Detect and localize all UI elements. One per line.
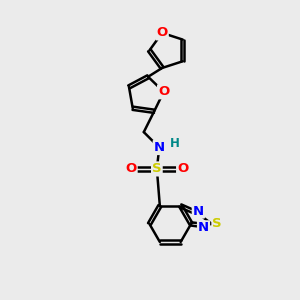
Text: O: O — [157, 26, 168, 39]
Text: O: O — [158, 85, 169, 98]
Text: N: N — [198, 221, 209, 234]
Text: N: N — [154, 141, 165, 154]
Text: O: O — [177, 162, 188, 176]
Text: S: S — [152, 162, 162, 176]
Text: O: O — [125, 162, 136, 176]
Text: N: N — [193, 205, 204, 218]
Text: H: H — [170, 136, 180, 150]
Text: S: S — [212, 218, 222, 230]
